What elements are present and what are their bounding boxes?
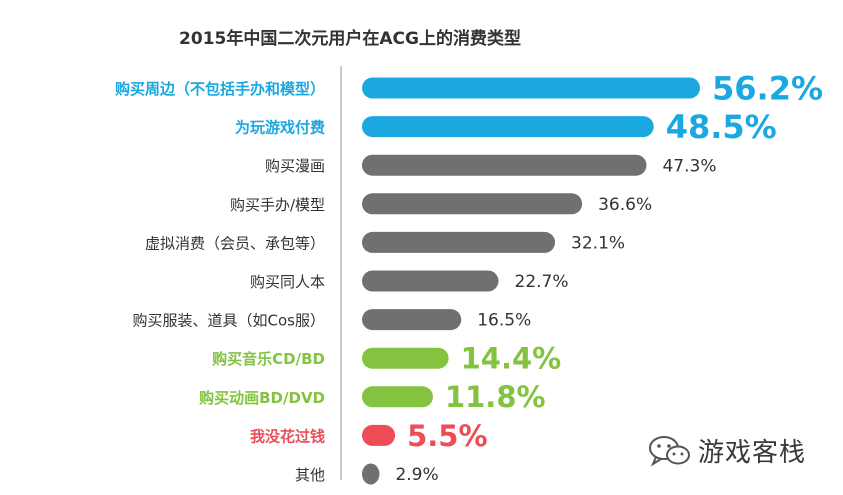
value-label: 47.3% <box>662 156 716 176</box>
value-label: 11.8% <box>445 380 546 414</box>
category-label: 我没花过钱 <box>250 427 325 445</box>
value-label: 36.6% <box>598 195 652 215</box>
watermark-text: 游戏客栈 <box>698 438 807 468</box>
value-label: 48.5% <box>666 108 777 146</box>
category-label: 购买漫画 <box>265 157 325 175</box>
value-label: 2.9% <box>395 465 438 485</box>
category-label: 购买周边（不包括手办和模型） <box>115 80 325 98</box>
bar <box>362 463 380 485</box>
value-label: 16.5% <box>477 311 531 331</box>
bar <box>362 231 556 253</box>
bar <box>362 154 647 176</box>
value-label: 32.1% <box>571 234 625 254</box>
bar <box>362 347 449 369</box>
category-label: 虚拟消费（会员、承包等） <box>145 234 325 252</box>
bar <box>362 193 583 215</box>
category-label: 购买手办/模型 <box>230 196 325 214</box>
watermark: 游戏客栈 <box>648 432 806 469</box>
category-label: 其他 <box>295 466 325 484</box>
category-label: 购买动画BD/DVD <box>199 389 325 407</box>
bar <box>362 424 396 446</box>
category-label: 购买服装、道具（如Cos服） <box>133 312 325 330</box>
bar <box>362 386 433 408</box>
value-label: 5.5% <box>407 419 487 453</box>
wechat-icon <box>649 435 690 467</box>
chart-title: 2015年中国二次元用户在ACG上的消费类型 <box>179 28 521 49</box>
value-label: 14.4% <box>461 342 562 376</box>
bar <box>362 116 654 138</box>
bar <box>362 309 462 331</box>
bar <box>362 270 499 292</box>
bars-group: 购买周边（不包括手办和模型） 56.2% 为玩游戏付费 48.5% 购买漫画 47.3% 购… <box>115 70 823 486</box>
bar <box>362 77 700 99</box>
category-label: 为玩游戏付费 <box>235 119 325 137</box>
value-label: 22.7% <box>515 272 569 292</box>
category-label: 购买同人本 <box>250 273 325 291</box>
category-label: 购买音乐CD/BD <box>212 350 325 368</box>
value-label: 56.2% <box>712 70 823 108</box>
